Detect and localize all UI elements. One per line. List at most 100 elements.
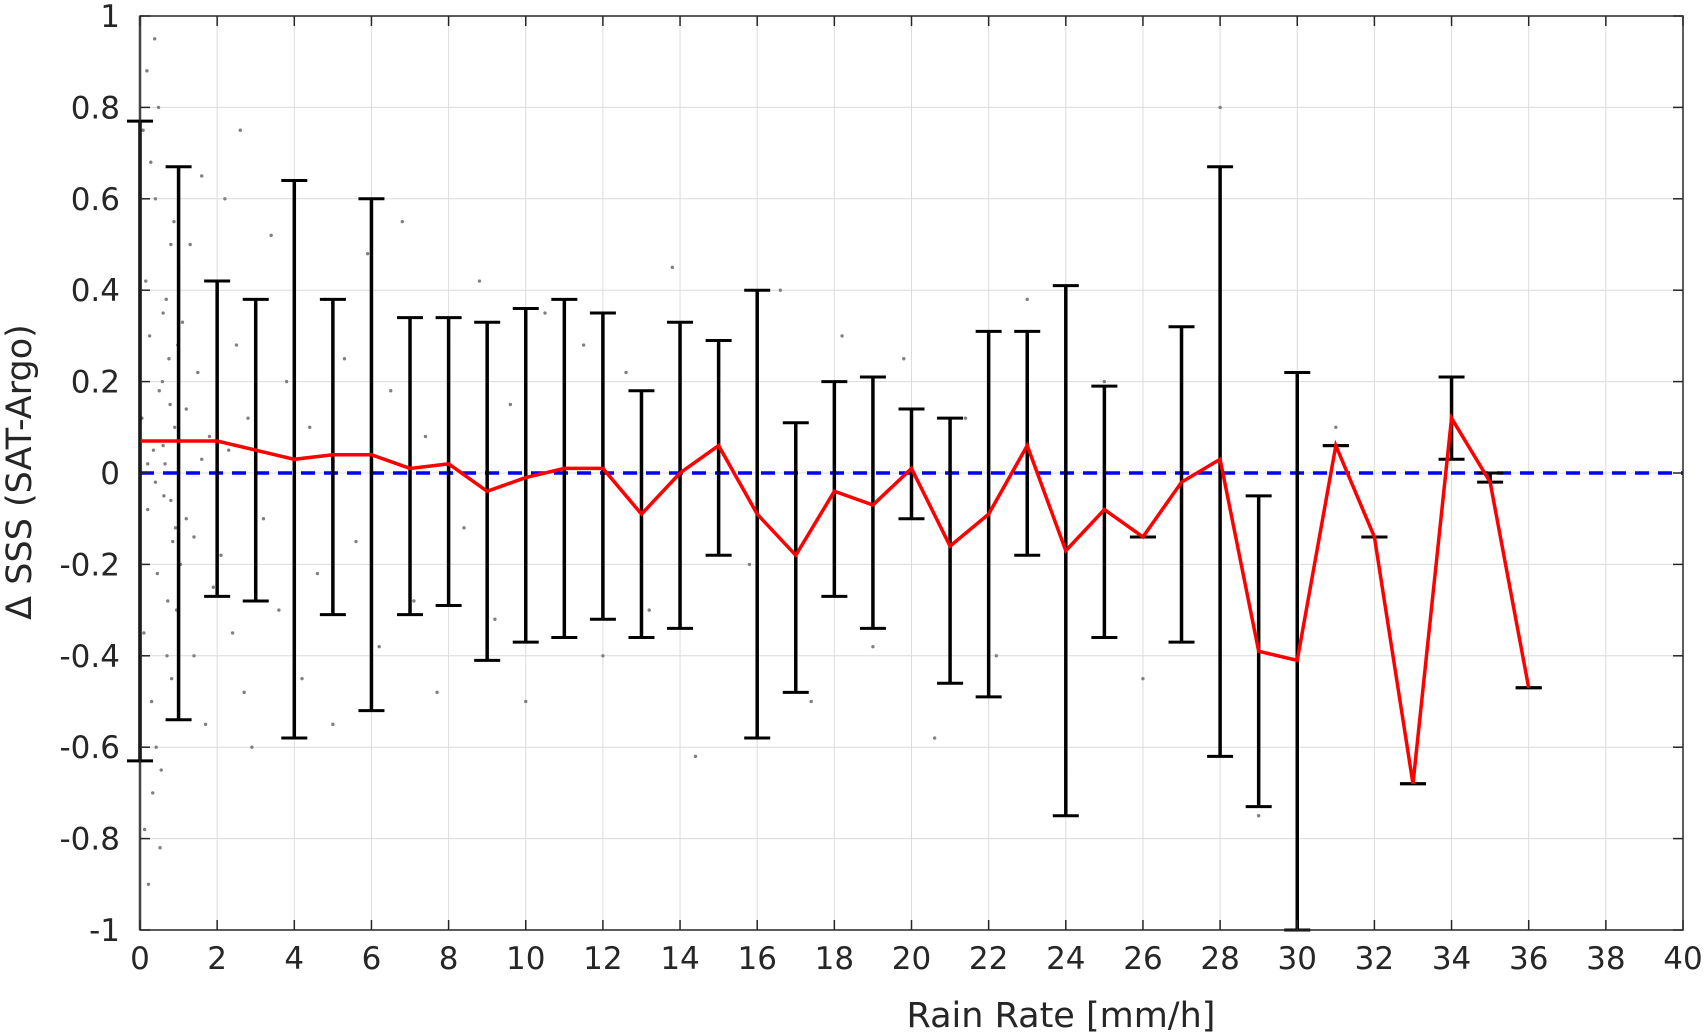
scatter-point bbox=[508, 402, 513, 407]
scatter-point bbox=[171, 539, 175, 544]
scatter-point bbox=[647, 608, 651, 612]
x-tick-label: 2 bbox=[207, 941, 227, 977]
scatter-point bbox=[149, 160, 153, 164]
scatter-point bbox=[624, 370, 628, 375]
y-tick-label: 0.6 bbox=[71, 182, 120, 218]
scatter-point bbox=[1218, 105, 1222, 110]
scatter-point bbox=[277, 608, 281, 612]
scatter-point bbox=[152, 37, 157, 41]
scatter-point bbox=[354, 539, 358, 544]
x-axis-label: Rain Rate [mm/h] bbox=[907, 996, 1216, 1035]
scatter-point bbox=[159, 768, 163, 772]
x-tick-label: 6 bbox=[362, 941, 382, 977]
y-tick-label: -1 bbox=[89, 913, 120, 949]
x-tick-label: 32 bbox=[1355, 941, 1394, 977]
scatter-point bbox=[234, 343, 239, 347]
scatter-point bbox=[147, 334, 152, 338]
scatter-point bbox=[670, 265, 675, 270]
scatter-point bbox=[165, 654, 169, 658]
y-tick-label: 0.8 bbox=[71, 90, 120, 126]
scatter-point bbox=[156, 105, 161, 110]
scatter-point bbox=[200, 174, 204, 178]
scatter-point bbox=[211, 585, 215, 589]
x-tick-label: 18 bbox=[815, 941, 854, 977]
x-tick-label: 36 bbox=[1509, 941, 1548, 977]
scatter-point bbox=[412, 599, 416, 603]
scatter-point bbox=[308, 425, 312, 429]
scatter-point bbox=[160, 379, 165, 384]
x-tick-label: 38 bbox=[1586, 941, 1625, 977]
scatter-point bbox=[1141, 676, 1145, 681]
scatter-point bbox=[188, 242, 192, 247]
scatter-point bbox=[809, 699, 813, 704]
x-tick-label: 16 bbox=[737, 941, 776, 977]
scatter-point bbox=[331, 722, 335, 727]
x-tick-label: 12 bbox=[583, 941, 622, 977]
x-tick-label: 28 bbox=[1200, 941, 1239, 977]
scatter-point bbox=[200, 457, 204, 461]
scatter-point bbox=[365, 251, 370, 256]
scatter-point bbox=[149, 699, 154, 704]
x-tick-label: 8 bbox=[439, 941, 459, 977]
scatter-point bbox=[932, 736, 937, 740]
scatter-point bbox=[315, 571, 320, 576]
scatter-point bbox=[168, 402, 172, 407]
y-tick-label: 0.2 bbox=[71, 365, 120, 401]
scatter-point bbox=[207, 434, 212, 439]
scatter-point bbox=[994, 654, 999, 658]
scatter-point bbox=[172, 219, 176, 224]
scatter-point bbox=[155, 571, 160, 576]
scatter-point bbox=[161, 311, 165, 315]
scatter-point bbox=[145, 69, 149, 73]
scatter-point bbox=[581, 343, 586, 347]
y-tick-labels: -1 -0.8 -0.6 -0.4 -0.2 0 0.2 0.4 0.6 0.8 1 bbox=[60, 0, 1683, 949]
y-tick-label: -0.8 bbox=[60, 822, 121, 858]
scatter-point bbox=[173, 425, 177, 429]
scatter-point bbox=[477, 279, 482, 283]
scatter-point bbox=[184, 407, 188, 411]
y-tick-label: 0 bbox=[100, 456, 120, 492]
scatter-point bbox=[902, 357, 906, 361]
scatter-point bbox=[1256, 814, 1261, 818]
x-tick-label: 0 bbox=[130, 941, 150, 977]
scatter-point bbox=[146, 462, 150, 466]
scatter-point bbox=[300, 676, 304, 681]
scatter-point bbox=[151, 448, 156, 452]
scatter-point bbox=[153, 197, 158, 201]
y-tick-label: 0.4 bbox=[71, 273, 120, 309]
scatter-point bbox=[423, 434, 428, 439]
scatter-point bbox=[227, 448, 231, 452]
scatter-point bbox=[543, 311, 547, 315]
y-tick-label: -0.4 bbox=[60, 639, 121, 675]
scatter-point bbox=[840, 334, 844, 338]
scatter-point bbox=[142, 827, 147, 832]
scatter-point bbox=[238, 128, 242, 132]
scatter-point bbox=[142, 631, 146, 635]
scatter-point bbox=[747, 562, 752, 567]
mean-line-path bbox=[140, 412, 1531, 785]
x-tick-labels: 0 2 4 6 8 10 12 14 16 18 20 22 24 26 28 30 32 34 36 38 40 bbox=[130, 16, 1703, 977]
x-tick-label: 10 bbox=[506, 941, 545, 977]
scatter-point bbox=[169, 498, 173, 503]
scatter-point bbox=[161, 443, 165, 448]
scatter-point bbox=[146, 882, 151, 886]
scatter-point bbox=[1102, 379, 1107, 384]
scatter-point bbox=[144, 279, 148, 283]
scatter-point bbox=[778, 288, 783, 292]
scatter-point bbox=[141, 128, 145, 132]
scatter-point bbox=[164, 297, 168, 302]
scatter-point bbox=[180, 320, 185, 324]
scatter-point bbox=[342, 357, 347, 361]
scatter-point bbox=[167, 357, 171, 361]
scatter-point bbox=[146, 507, 150, 512]
scatter-point bbox=[192, 535, 196, 539]
scatter-point bbox=[203, 722, 208, 727]
scatter-point bbox=[153, 480, 158, 484]
y-tick-label: -0.2 bbox=[60, 547, 121, 583]
scatter-point bbox=[173, 526, 178, 530]
scatter-point bbox=[269, 233, 273, 238]
scatter-point bbox=[284, 379, 289, 384]
scatter-point bbox=[169, 242, 173, 247]
scatter-point bbox=[435, 690, 439, 695]
